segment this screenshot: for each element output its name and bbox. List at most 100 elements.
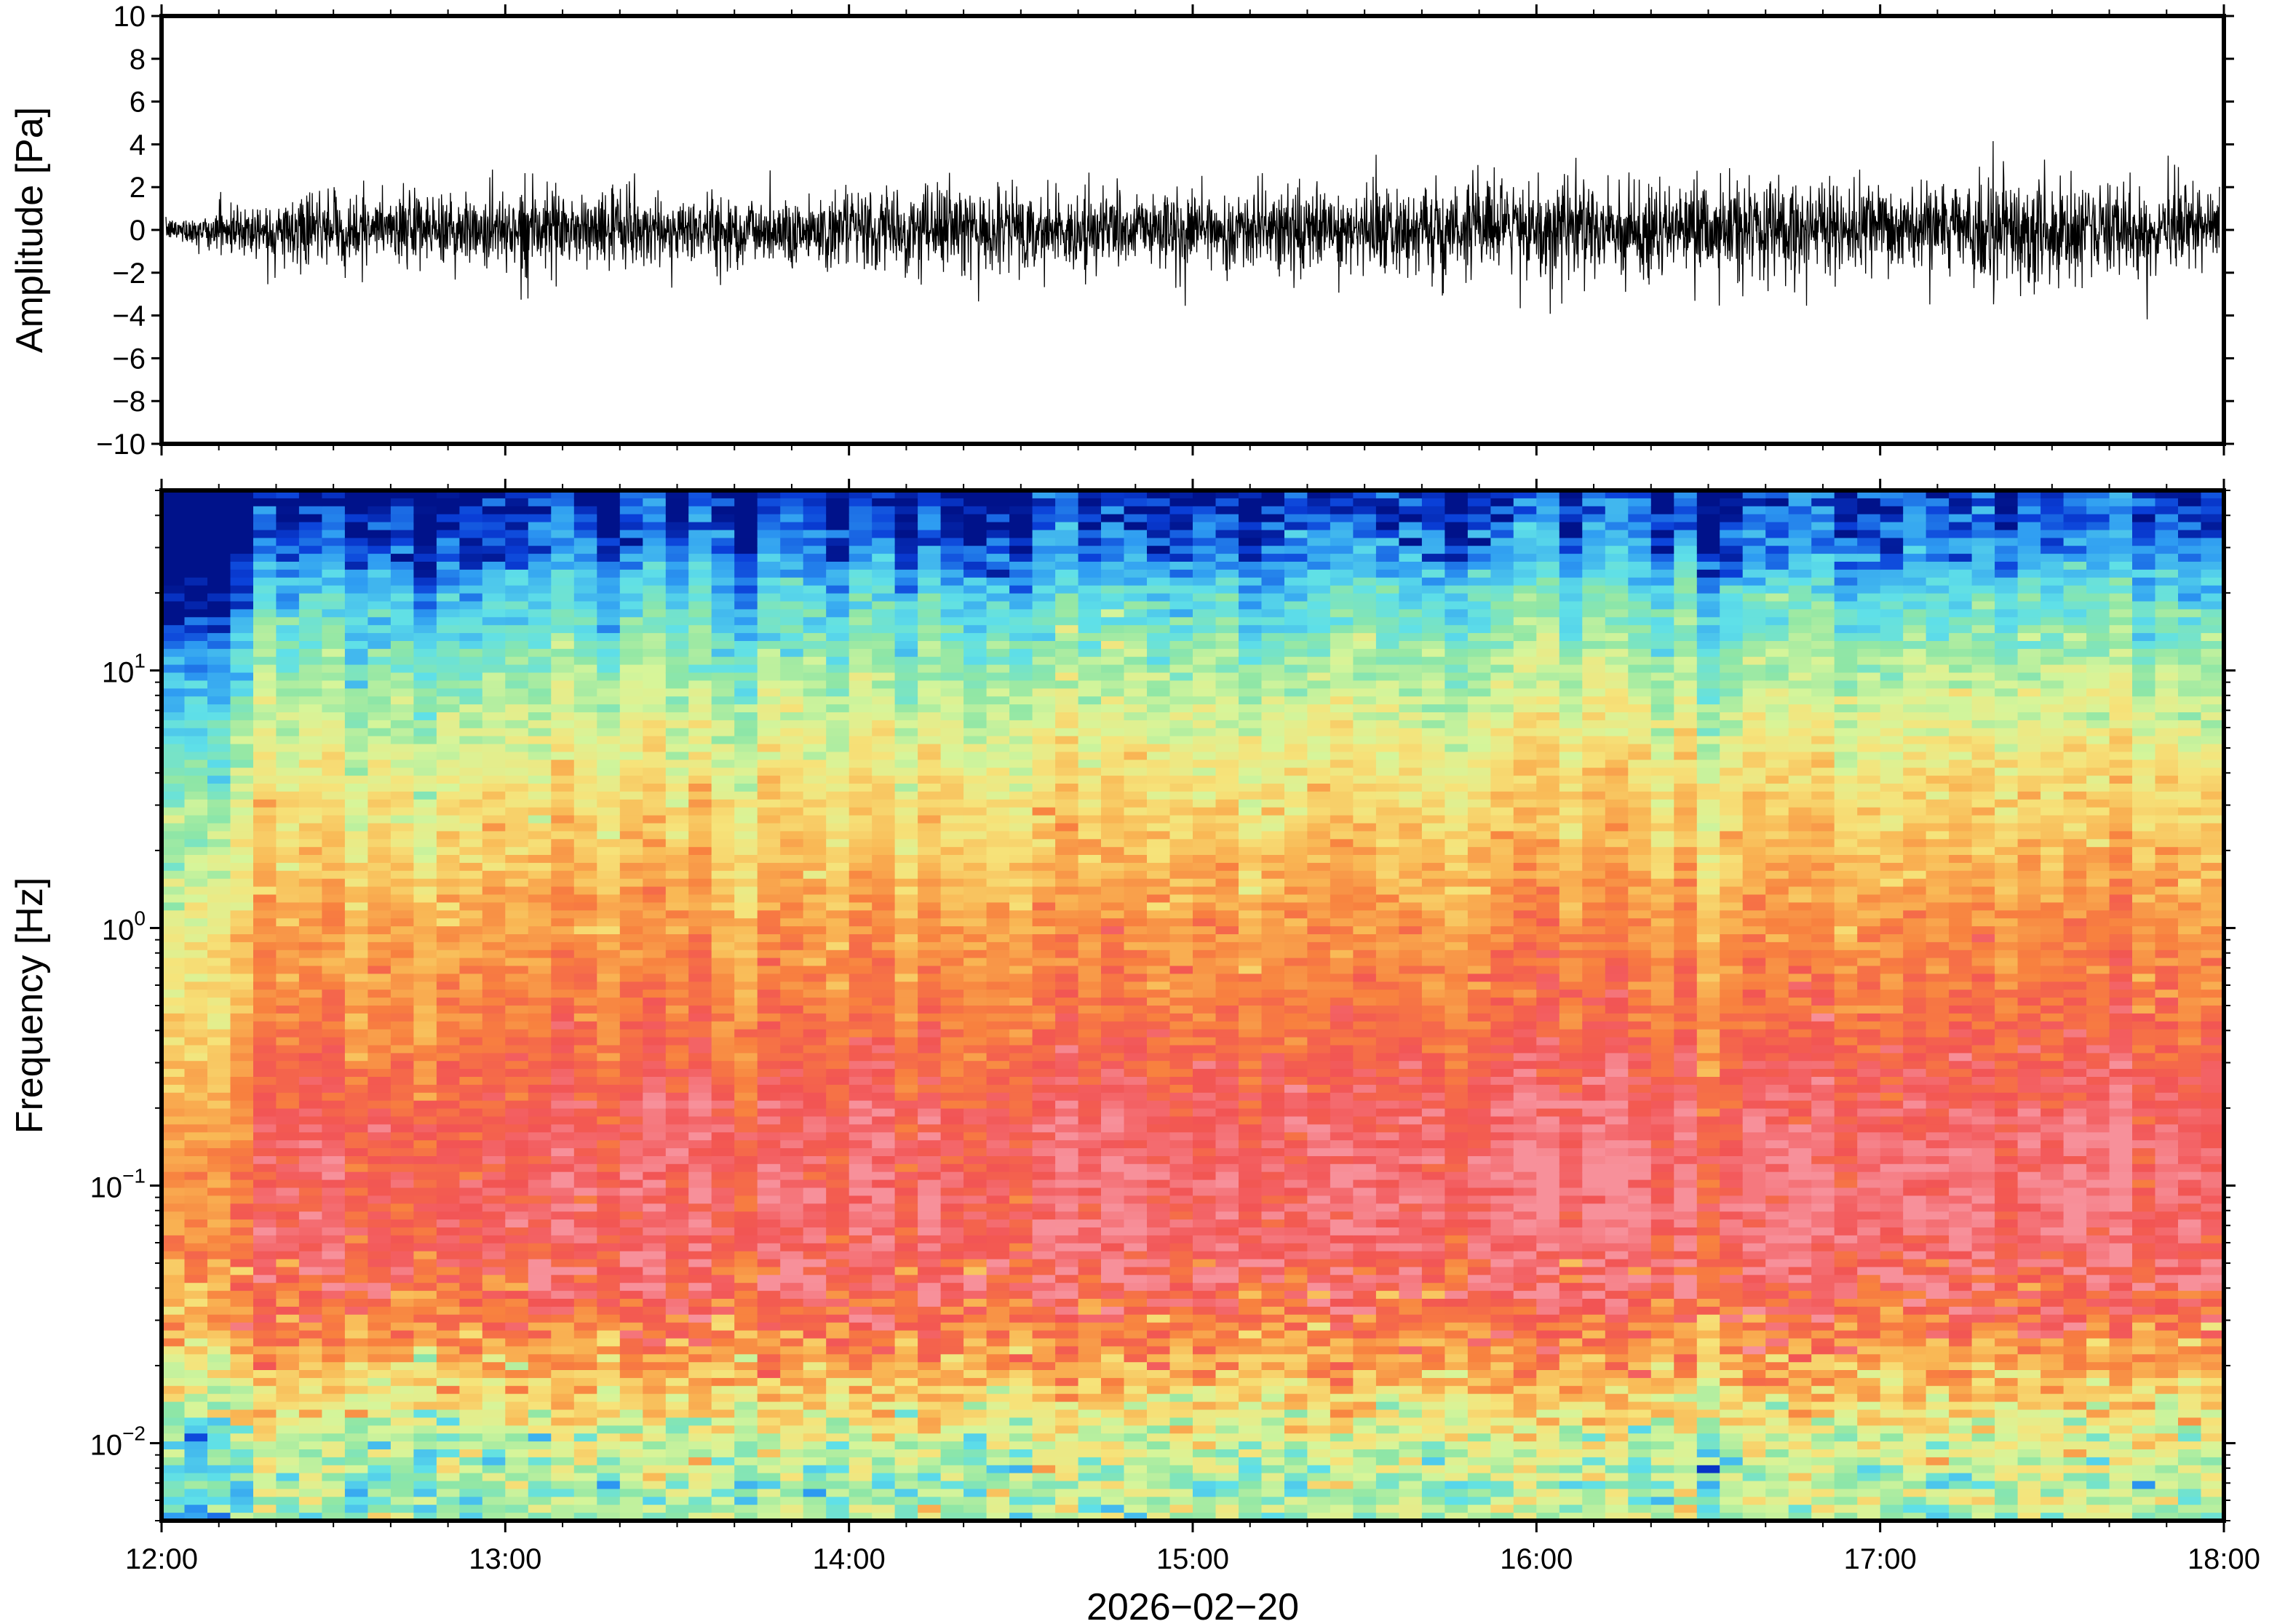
spectrogram-cell (551, 562, 575, 570)
spectrogram-cell (505, 672, 529, 682)
spectrogram-cell (459, 1084, 483, 1094)
spectrogram-cell (849, 1275, 873, 1283)
spectrogram-cell (207, 974, 231, 983)
spectrogram-cell (390, 1441, 415, 1450)
spectrogram-cell (230, 1006, 254, 1014)
spectrogram-cell (482, 506, 506, 515)
spectrogram-cell (734, 862, 758, 872)
spectrogram-cell (826, 1259, 850, 1268)
spectrogram-cell (436, 839, 461, 848)
spectrogram-cell (413, 926, 437, 935)
spectrogram-cell (276, 1171, 300, 1181)
spectrogram-cell (1009, 530, 1033, 539)
spectrogram-cell (207, 1275, 231, 1283)
spectrogram-cell (597, 807, 621, 816)
spectrogram-cell (940, 1267, 964, 1276)
spectrogram-cell (643, 1409, 667, 1419)
spectrogram-cell (390, 926, 415, 935)
spectrogram-cell (482, 1195, 506, 1205)
spectrogram-cell (849, 1006, 873, 1014)
spectrogram-cell (688, 1314, 712, 1324)
spectrogram-cell (894, 1441, 918, 1450)
spectrogram-cell (963, 1299, 988, 1307)
spectrogram-cell (643, 1171, 667, 1181)
spectrogram-cell (367, 569, 392, 578)
spectrogram-cell (872, 680, 896, 690)
spectrogram-cell (734, 855, 758, 864)
spectrogram-cell (872, 831, 896, 840)
spectrogram-cell (619, 498, 644, 507)
spectrogram-cell (413, 736, 437, 745)
spectrogram-cell (757, 625, 781, 634)
spectrogram-cell (940, 807, 964, 816)
spectrogram-cell (390, 648, 415, 658)
spectrogram-cell (986, 1053, 1010, 1062)
spectrogram-cell (665, 1084, 690, 1094)
spectrogram-cell (276, 1330, 300, 1340)
spectrogram-cell (619, 609, 644, 618)
spectrogram-cell (665, 577, 690, 586)
spectrogram-cell (413, 1433, 437, 1442)
spectrogram-cell (253, 1006, 277, 1014)
spectrogram-cell (597, 1013, 621, 1022)
spectrogram-cell (413, 1227, 437, 1236)
spectrogram-cell (298, 514, 323, 523)
spectrogram-cell (528, 1163, 552, 1173)
spectrogram-cell (665, 736, 690, 745)
spectrogram-cell (665, 1409, 690, 1419)
spectrogram-cell (643, 1053, 667, 1062)
spectrogram-cell (918, 1006, 942, 1014)
spectrogram-cell (207, 1021, 231, 1030)
spectrogram-cell (505, 648, 529, 658)
spectrogram-cell (573, 1267, 598, 1276)
spectrogram-cell (551, 894, 575, 904)
spectrogram-cell (322, 1195, 346, 1205)
waveform-y-tick-label: −4 (112, 300, 146, 333)
spectrogram-cell (940, 1227, 964, 1236)
spectrogram-cell (344, 1481, 369, 1490)
spectrogram-cell (390, 1124, 415, 1134)
spectrogram-cell (757, 855, 781, 864)
spectrogram-cell (230, 1140, 254, 1149)
spectrogram-cell (803, 625, 827, 634)
spectrogram-cell (298, 569, 323, 578)
spectrogram-cell (413, 1006, 437, 1014)
spectrogram-cell (780, 1108, 804, 1118)
spectrogram-cell (918, 1291, 942, 1299)
spectrogram-cell (918, 672, 942, 682)
spectrogram-cell (918, 807, 942, 816)
spectrogram-cell (162, 1037, 186, 1046)
spectrogram-cell (803, 1100, 827, 1110)
spectrogram-cell (207, 1385, 231, 1395)
spectrogram-cell (162, 934, 186, 943)
spectrogram-cell (826, 1362, 850, 1371)
spectrogram-cell (849, 1013, 873, 1022)
spectrogram-cell (184, 894, 208, 904)
spectrogram-cell (688, 934, 712, 943)
spectrogram-cell (665, 704, 690, 713)
spectrogram-cell (826, 744, 850, 753)
spectrogram-cell (597, 1489, 621, 1498)
spectrogram-cell (390, 656, 415, 666)
spectrogram-cell (597, 648, 621, 658)
spectrogram-cell (482, 1037, 506, 1046)
spectrogram-cell (688, 672, 712, 682)
spectrogram-cell (894, 934, 918, 943)
spectrogram-cell (780, 546, 804, 554)
spectrogram-cell (162, 728, 186, 737)
spectrogram-cell (390, 894, 415, 904)
spectrogram-cell (367, 902, 392, 912)
spectrogram-cell (849, 760, 873, 768)
spectrogram-cell (780, 974, 804, 983)
spectrogram-cell (780, 942, 804, 951)
spectrogram-cell (963, 1203, 988, 1212)
spectrogram-cell (162, 554, 186, 562)
spectrogram-cell (757, 704, 781, 713)
spectrogram-cell (276, 998, 300, 1006)
spectrogram-cell (849, 1417, 873, 1427)
spectrogram-cell (734, 585, 758, 594)
spectrogram-cell (298, 585, 323, 594)
spectrogram-cell (184, 1417, 208, 1427)
spectrogram-cell (986, 1385, 1010, 1395)
spectrogram-cell (482, 1346, 506, 1356)
